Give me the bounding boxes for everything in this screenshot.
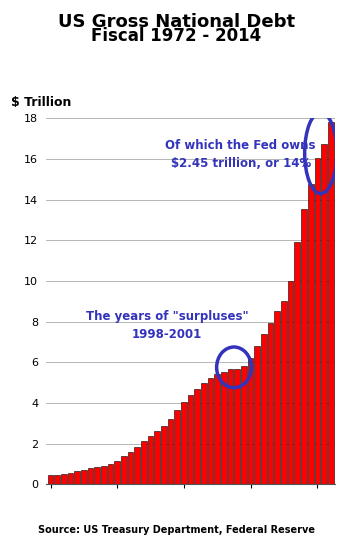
Text: US Gross National Debt: US Gross National Debt: [58, 13, 295, 31]
Bar: [48, 476, 53, 484]
Bar: [255, 346, 260, 484]
Text: $ Trillion: $ Trillion: [11, 96, 71, 109]
Bar: [234, 369, 240, 484]
Bar: [121, 456, 127, 484]
Bar: [281, 301, 287, 484]
Bar: [114, 461, 120, 484]
Bar: [181, 402, 187, 484]
Bar: [248, 358, 253, 484]
Bar: [308, 183, 313, 484]
Bar: [108, 464, 113, 484]
Bar: [81, 470, 87, 484]
Bar: [321, 144, 327, 484]
Bar: [221, 372, 227, 484]
Bar: [128, 452, 133, 484]
Text: Of which the Fed owns
$2.45 trillion, or 14%: Of which the Fed owns $2.45 trillion, or…: [166, 139, 316, 171]
Bar: [54, 475, 60, 484]
Bar: [188, 394, 193, 484]
Bar: [261, 334, 267, 484]
Bar: [168, 419, 173, 484]
Bar: [208, 378, 214, 484]
Bar: [195, 389, 200, 484]
Bar: [94, 468, 100, 484]
Bar: [68, 473, 73, 484]
Bar: [241, 366, 247, 484]
Bar: [315, 158, 320, 484]
Bar: [201, 383, 207, 484]
Text: The years of "surpluses"
1998-2001: The years of "surpluses" 1998-2001: [86, 310, 249, 341]
Bar: [61, 475, 67, 484]
Bar: [228, 369, 233, 484]
Bar: [215, 374, 220, 484]
Bar: [154, 431, 160, 484]
Text: Source: US Treasury Department, Federal Reserve: Source: US Treasury Department, Federal …: [38, 525, 315, 535]
Bar: [161, 426, 167, 484]
Bar: [141, 441, 147, 484]
Bar: [301, 209, 307, 484]
Bar: [328, 122, 334, 484]
Bar: [101, 466, 107, 484]
Bar: [148, 436, 154, 484]
Bar: [88, 469, 94, 484]
Bar: [74, 471, 80, 484]
Bar: [275, 312, 280, 484]
Bar: [134, 447, 140, 484]
Bar: [294, 242, 300, 484]
Bar: [268, 323, 274, 484]
Bar: [288, 280, 293, 484]
Bar: [174, 410, 180, 484]
Text: Fiscal 1972 - 2014: Fiscal 1972 - 2014: [91, 27, 262, 45]
